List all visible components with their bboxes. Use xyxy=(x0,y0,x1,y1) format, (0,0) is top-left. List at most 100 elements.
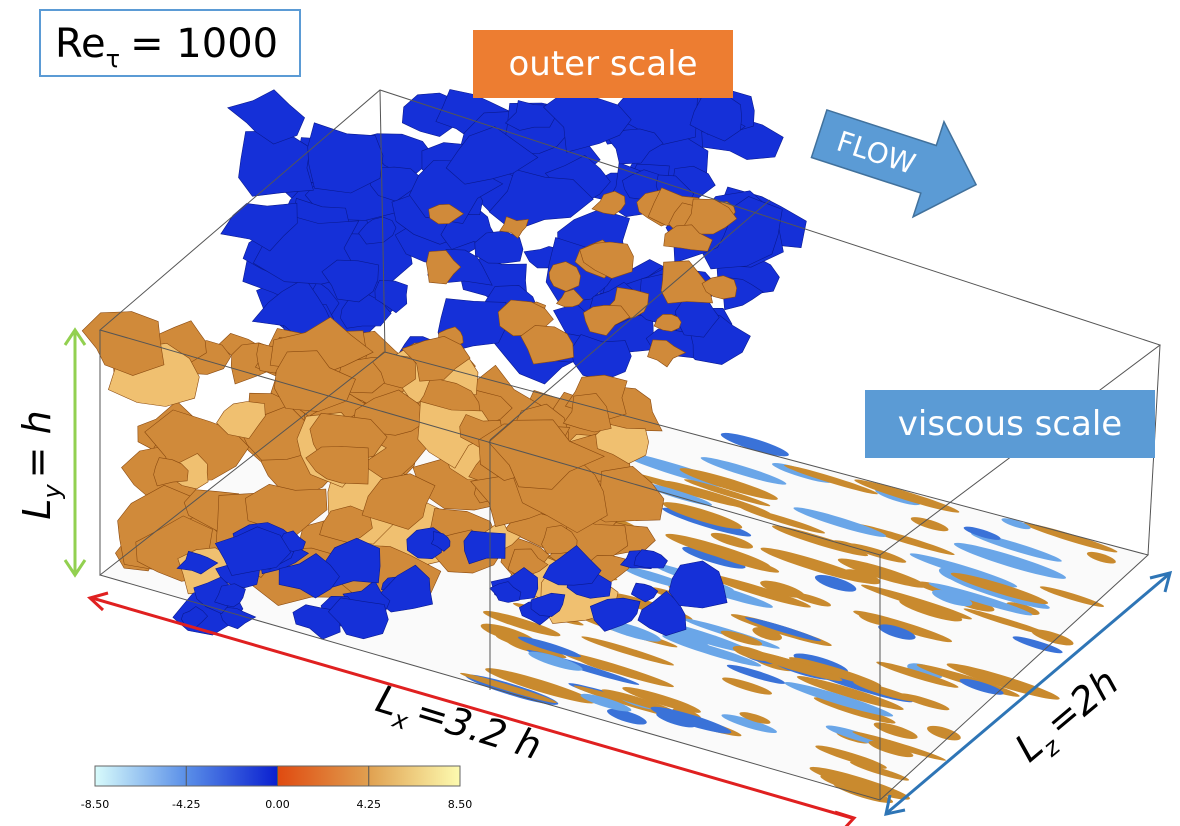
vortex-blob xyxy=(520,325,574,365)
streak xyxy=(796,676,904,710)
streak xyxy=(971,532,1062,562)
viscous-scale-label: viscous scale xyxy=(898,404,1122,444)
streak xyxy=(1039,586,1105,607)
streak xyxy=(953,542,1066,579)
vortex-blob xyxy=(507,548,549,577)
streak xyxy=(847,543,907,563)
colorbar-tick-label: 4.25 xyxy=(357,798,382,811)
vortex-blob xyxy=(701,275,738,300)
vortex-blob xyxy=(663,224,713,252)
vortex-blob xyxy=(238,131,314,197)
streak xyxy=(578,658,621,673)
vortex-blob xyxy=(488,419,605,490)
streak xyxy=(506,638,544,653)
vortex-blob xyxy=(244,483,328,536)
vortex-blob xyxy=(358,216,397,245)
streak xyxy=(703,548,780,573)
vortex-blob xyxy=(81,311,165,376)
colorbar-tick-label: -8.50 xyxy=(81,798,109,811)
vortex-blob xyxy=(305,446,369,485)
streak xyxy=(528,651,583,671)
vortex-blob xyxy=(570,334,632,381)
vortex-blob xyxy=(321,259,379,303)
streak xyxy=(873,722,918,739)
outer-scale-label: outer scale xyxy=(509,44,698,84)
streak xyxy=(853,523,955,556)
vortex-blob xyxy=(637,590,687,637)
viscous-scale-box xyxy=(865,390,1155,458)
streak xyxy=(722,677,773,695)
streak xyxy=(760,580,805,598)
vortex-blob xyxy=(463,530,506,565)
streak xyxy=(1086,551,1116,564)
vortex-blob xyxy=(180,606,209,628)
vortex-blob xyxy=(499,216,529,239)
streak xyxy=(788,657,882,687)
streak xyxy=(927,725,961,741)
streak xyxy=(932,589,973,607)
streak xyxy=(721,714,777,734)
vortex-blob xyxy=(327,597,389,640)
streak xyxy=(853,610,953,643)
streak xyxy=(760,547,872,584)
streak xyxy=(1012,636,1063,654)
vortex-blob xyxy=(372,351,416,389)
streak xyxy=(910,517,949,532)
colorbar-tick-label: 8.50 xyxy=(448,798,473,811)
vortex-blob xyxy=(278,553,340,599)
vortex-blob xyxy=(489,581,522,603)
streak xyxy=(784,464,878,495)
colorbar-tick-label: -4.25 xyxy=(172,798,200,811)
streak xyxy=(485,668,595,704)
vortex-blob xyxy=(361,473,436,530)
streak xyxy=(656,712,696,728)
streak xyxy=(700,457,787,485)
streak xyxy=(963,526,1001,540)
streak xyxy=(739,506,826,534)
streak xyxy=(607,708,647,725)
vortex-blob xyxy=(542,545,602,586)
streak xyxy=(581,636,675,666)
streak xyxy=(950,572,1049,605)
vortex-blob xyxy=(583,304,631,336)
vortex-blob xyxy=(488,168,594,232)
vortex-blob xyxy=(647,339,687,368)
vortex-blob xyxy=(542,89,632,153)
vortex-blob xyxy=(530,592,566,617)
streak xyxy=(518,636,581,658)
vortex-blob xyxy=(504,100,557,131)
streak xyxy=(704,573,811,608)
streak xyxy=(784,682,894,717)
vortex-blob xyxy=(555,288,584,308)
streak xyxy=(726,664,786,684)
vortex-blob xyxy=(417,401,497,469)
streak xyxy=(720,630,763,646)
streak xyxy=(853,681,916,702)
vortex-blob xyxy=(430,531,451,552)
vortex-blob xyxy=(579,241,634,279)
streak xyxy=(679,468,778,500)
streak xyxy=(739,648,843,682)
vortex-blob xyxy=(684,198,738,235)
reynolds-label: Reτ = 1000 xyxy=(55,21,278,73)
streak xyxy=(623,470,738,507)
vortex-blob xyxy=(591,190,626,216)
streak xyxy=(899,599,963,622)
streak xyxy=(963,608,1053,637)
vortex-blob xyxy=(428,203,465,225)
streak xyxy=(899,693,950,711)
streak xyxy=(907,663,943,679)
vortex-blob xyxy=(660,260,713,304)
lz-label: Lz=2h xyxy=(1007,660,1132,776)
streak xyxy=(640,482,713,506)
streak xyxy=(460,672,557,704)
reynolds-box xyxy=(39,9,301,77)
streak xyxy=(662,502,743,529)
vortex-blob xyxy=(630,582,659,603)
streak xyxy=(622,687,701,713)
streak xyxy=(739,712,771,724)
streak xyxy=(1001,518,1031,530)
vortex-blob xyxy=(214,583,246,608)
vortex-blob xyxy=(216,401,266,439)
